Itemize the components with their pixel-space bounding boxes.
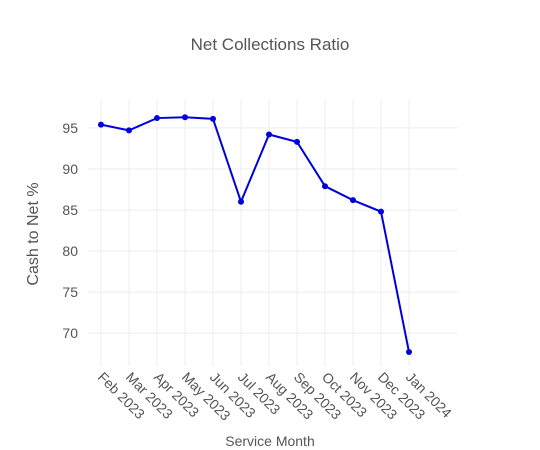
chart-title: Net Collections Ratio xyxy=(191,35,350,54)
point xyxy=(266,131,272,138)
point xyxy=(322,183,328,190)
point xyxy=(406,349,412,356)
point xyxy=(210,115,216,122)
y-tick-label: 70 xyxy=(62,325,78,341)
y-tick-label: 85 xyxy=(62,202,78,218)
point xyxy=(350,197,356,204)
point xyxy=(182,114,188,121)
point xyxy=(378,208,384,215)
point xyxy=(98,121,104,128)
point xyxy=(126,127,132,134)
y-axis-label: Cash to Net % xyxy=(25,182,42,285)
y-tick-label: 90 xyxy=(62,161,78,177)
x-axis-label: Service Month xyxy=(225,433,314,449)
point xyxy=(238,198,244,205)
y-tick-label: 75 xyxy=(62,284,78,300)
y-tick-label: 95 xyxy=(62,120,78,136)
point xyxy=(294,138,300,145)
y-tick-label: 80 xyxy=(62,243,78,259)
line xyxy=(100,116,410,353)
point xyxy=(154,115,160,122)
